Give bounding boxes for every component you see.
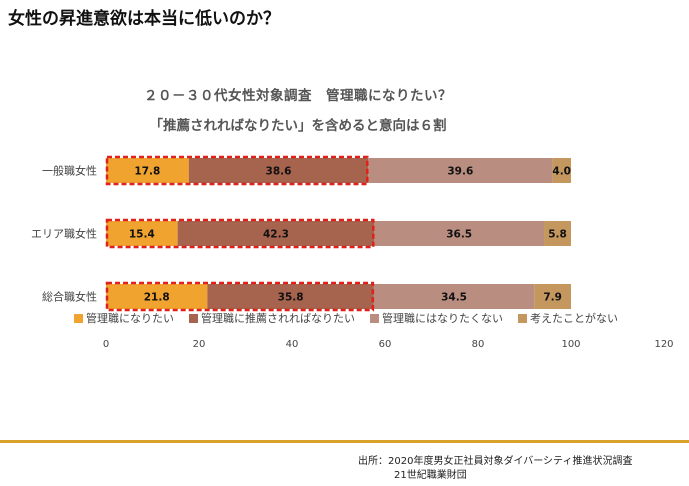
bar-segment [106,158,189,183]
highlight-box [105,281,375,312]
data-label: 42.3 [263,229,289,241]
bar-segment [534,284,571,309]
bar-segment [368,158,553,183]
category-label: エリア職女性 [31,227,97,241]
category-label: 一般職女性 [42,164,97,178]
bar-segment [177,221,375,246]
data-label: 36.5 [446,229,472,241]
bar-segment [207,284,374,309]
x-tick-label: 100 [561,339,580,350]
data-label: 35.8 [278,292,304,304]
legend-swatch [518,314,527,323]
data-label: 7.9 [543,292,562,304]
legend-swatch [189,314,198,323]
bar-segment [106,284,208,309]
x-tick-label: 0 [103,339,109,350]
bar-segment [374,221,545,246]
source-organization: 21世紀職業財団 [394,470,467,481]
source-note: 出所：2020年度男女正社員対象ダイバーシティ推進状況調査 21世紀職業財団 [358,455,632,483]
data-label: 5.8 [548,229,567,241]
source-line: 出所：2020年度男女正社員対象ダイバーシティ推進状況調査 [358,456,633,467]
data-label: 21.8 [144,292,170,304]
bar-segment [188,158,369,183]
data-label: 34.5 [441,292,467,304]
x-tick-label: 40 [286,339,299,350]
highlight-box [105,155,369,186]
category-label: 総合職女性 [42,290,97,304]
data-label: 17.8 [134,166,160,178]
bar-segment [552,158,571,183]
data-label: 39.6 [447,166,473,178]
page-title: 女性の昇進意欲は本当に低いのか？ [8,9,280,29]
data-label: 4.0 [552,166,571,178]
legend-label: 管理職にはなりたくない [382,311,503,325]
x-tick-label: 20 [193,339,206,350]
x-tick-label: 80 [472,339,485,350]
legend-swatch [370,314,379,323]
x-tick-label: 60 [379,339,392,350]
data-label: 15.4 [129,229,155,241]
legend-label: 管理職に推薦されればなりたい [201,311,355,325]
legend-label: 管理職になりたい [86,311,174,325]
bar-segment [106,221,178,246]
data-label: 38.6 [266,166,292,178]
x-tick-label: 120 [654,339,673,350]
legend-swatch [74,314,83,323]
bar-segment [373,284,535,309]
highlight-box [105,218,375,249]
divider [0,440,689,443]
legend-label: 考えたことがない [530,311,618,325]
chart-title: ２０－３０代女性対象調査 管理職になりたい？ [144,88,452,104]
chart-subtitle: 「推薦されればなりたい」を含めると意向は６割 [149,118,447,134]
bar-segment [544,221,571,246]
